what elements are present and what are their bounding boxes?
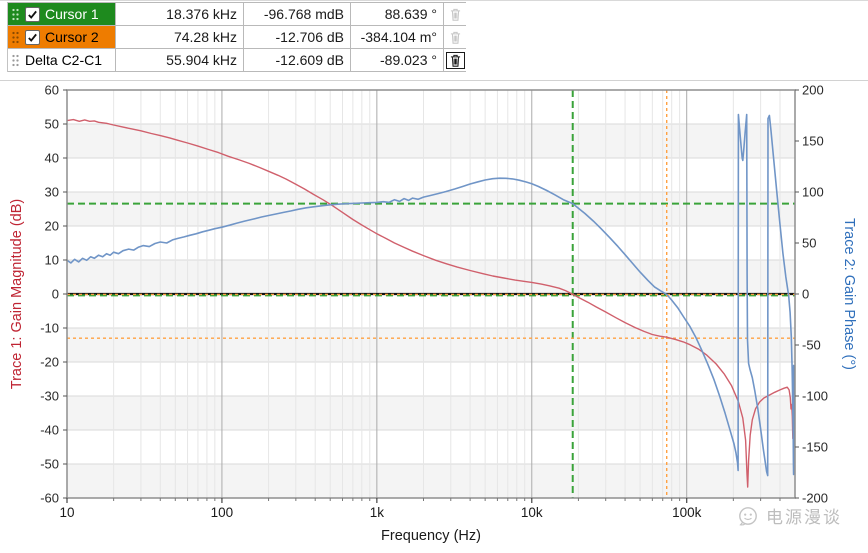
left-tick-label: -30 — [40, 389, 59, 404]
watermark: 电源漫谈 — [737, 503, 842, 528]
drag-handle-icon[interactable] — [11, 8, 20, 21]
plot-band — [67, 192, 795, 226]
right-tick-label: 100 — [802, 185, 824, 200]
left-tick-label: 50 — [45, 117, 59, 132]
cursor-phase-value: -89.023 ° — [351, 49, 444, 71]
right-tick-label: 50 — [802, 236, 816, 251]
cursor-frequency-value[interactable]: 74.28 kHz — [116, 26, 244, 48]
x-tick-label: 1k — [370, 505, 385, 520]
x-axis-title: Frequency (Hz) — [381, 528, 481, 544]
right-tick-label: 150 — [802, 134, 824, 149]
bode-plot[interactable]: 6050403020100-10-20-30-40-50-60200150100… — [0, 81, 868, 548]
x-tick-label: 10k — [521, 505, 543, 520]
drag-handle-icon[interactable] — [11, 54, 20, 67]
cursor-label: Delta C2-C1 — [25, 52, 103, 68]
left-tick-label: 30 — [45, 185, 59, 200]
cursor-name-cell: Cursor 1 — [8, 3, 116, 25]
cursor-frequency-value: 55.904 kHz — [116, 49, 244, 71]
left-tick-label: -20 — [40, 355, 59, 370]
left-axis-title: Trace 1: Gain Magnitude (dB) — [9, 199, 25, 389]
cursor-name-cell: Cursor 2 — [8, 26, 116, 48]
right-tick-label: -150 — [802, 440, 828, 455]
cursor-name-cell: Delta C2-C1 — [8, 49, 116, 71]
left-tick-label: 0 — [52, 287, 59, 302]
gain-magnitude-trace — [67, 118, 795, 488]
drag-handle-icon[interactable] — [11, 31, 20, 44]
left-tick-label: 10 — [45, 253, 59, 268]
right-tick-label: -100 — [802, 389, 828, 404]
cursor-magnitude-value[interactable]: -96.768 mdB — [244, 3, 351, 25]
cursor-frequency-value[interactable]: 18.376 kHz — [116, 3, 244, 25]
trash-icon — [450, 8, 460, 21]
left-tick-label: -10 — [40, 321, 59, 336]
plot-band — [67, 464, 795, 498]
cursor-visible-checkbox[interactable] — [25, 29, 40, 45]
chart-area[interactable]: 60 50 40 30 20 10 0 -10 -20 -30 -40 -50 -60 200 150 100… — [0, 81, 868, 548]
gain-phase-trace — [67, 113, 795, 477]
delete-cursor-cell — [444, 26, 466, 48]
cursor-visible-checkbox[interactable] — [25, 6, 40, 22]
cursor-phase-value[interactable]: -384.104 m° — [351, 26, 444, 48]
x-tick-label: 10 — [59, 505, 74, 520]
x-tick-label: 100k — [672, 505, 702, 520]
delete-cursor-button[interactable] — [445, 51, 465, 69]
plot-band — [67, 328, 795, 362]
cursor-label: Cursor 2 — [45, 29, 99, 45]
watermark-logo-icon — [739, 506, 757, 526]
cursor-row[interactable]: Cursor 1 18.376 kHz -96.768 mdB 88.639 ° — [8, 3, 466, 26]
x-tick-label: 100 — [211, 505, 234, 520]
cursor-label: Cursor 1 — [45, 6, 99, 22]
checkmark-icon — [28, 10, 37, 19]
trash-icon — [450, 31, 460, 44]
table-chart-divider — [0, 80, 868, 81]
delete-cursor-button — [450, 8, 461, 21]
right-tick-label: 0 — [802, 287, 809, 302]
right-tick-label: 200 — [802, 83, 824, 98]
cursor-table: Cursor 1 18.376 kHz -96.768 mdB 88.639 ° Cur… — [7, 2, 466, 72]
trash-icon — [450, 54, 460, 67]
cursor-phase-value[interactable]: 88.639 ° — [351, 3, 444, 25]
left-tick-label: 20 — [45, 219, 59, 234]
plot-band — [67, 396, 795, 430]
left-tick-label: 40 — [45, 151, 59, 166]
window-top-border — [0, 0, 868, 1]
right-tick-label: -50 — [802, 338, 821, 353]
plot-band — [67, 260, 795, 294]
delete-cursor-cell — [444, 3, 466, 25]
plot-band — [67, 124, 795, 158]
watermark-text: 电源漫谈 — [766, 508, 842, 527]
delete-cursor-button — [450, 31, 461, 44]
left-tick-label: -60 — [40, 491, 59, 506]
left-tick-label: -40 — [40, 423, 59, 438]
checkmark-icon — [28, 33, 37, 42]
delete-cursor-cell — [444, 49, 466, 71]
right-tick-label: -200 — [802, 491, 828, 506]
right-axis-title: Trace 2: Gain Phase (°) — [841, 218, 857, 370]
cursor-row[interactable]: Cursor 2 74.28 kHz -12.706 dB -384.104 m° — [8, 26, 466, 49]
left-tick-label: 60 — [45, 83, 59, 98]
cursor-magnitude-value[interactable]: -12.706 dB — [244, 26, 351, 48]
cursor-row[interactable]: Delta C2-C1 55.904 kHz -12.609 dB -89.023 ° — [8, 49, 466, 72]
left-tick-label: -50 — [40, 457, 59, 472]
cursor-magnitude-value: -12.609 dB — [244, 49, 351, 71]
